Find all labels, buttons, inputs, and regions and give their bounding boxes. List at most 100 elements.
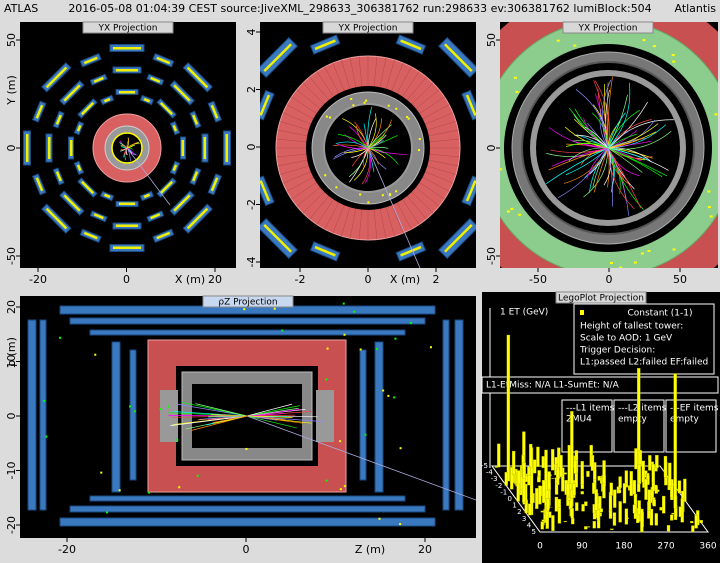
track — [367, 118, 377, 149]
x-tick-label: 0 — [365, 273, 372, 286]
y-tick-label: 50 — [485, 33, 498, 47]
track — [588, 147, 609, 193]
muon-chamber-inner — [70, 140, 73, 156]
cell-line — [296, 89, 321, 109]
eta-tick-label: -3 — [491, 475, 498, 483]
cell-line — [419, 96, 445, 114]
lego-tower — [618, 476, 622, 488]
track — [607, 147, 643, 173]
hit — [672, 60, 676, 63]
lego-tower — [563, 520, 568, 523]
track — [336, 143, 369, 149]
phi-tick-label: 360 — [699, 542, 716, 552]
hit — [273, 307, 276, 310]
muon-chamber-inner — [83, 56, 98, 65]
lego-tower — [541, 519, 546, 522]
lego-tower — [609, 482, 613, 496]
track — [246, 415, 324, 423]
lego-tower — [540, 521, 544, 530]
muon-chamber-inner — [263, 224, 292, 253]
muon-chamber-inner — [35, 177, 44, 192]
lego-tower — [580, 461, 584, 486]
hit — [395, 190, 398, 193]
lego-tower — [649, 508, 654, 526]
lego-tower — [572, 483, 576, 496]
lego-tower — [608, 509, 613, 519]
cell-line — [429, 138, 460, 143]
cell-line — [279, 165, 309, 175]
lego-tower — [613, 489, 617, 508]
panel-tab — [202, 295, 294, 308]
hit — [359, 348, 362, 351]
muon-chamber-inner — [150, 76, 161, 83]
lego-tower — [522, 462, 526, 479]
track — [246, 405, 300, 417]
hit — [642, 39, 646, 42]
track — [126, 144, 136, 149]
muon-chamber-inner — [76, 124, 82, 132]
hit — [106, 511, 109, 514]
cell-line — [324, 66, 339, 94]
track — [607, 147, 642, 209]
track — [545, 147, 609, 185]
hit — [409, 322, 412, 325]
lego-tower — [655, 455, 659, 469]
eta-tick-label: -4 — [486, 469, 494, 477]
muon-chamber-inner — [26, 134, 29, 162]
muon-chamber-inner — [263, 43, 292, 72]
cell-line — [379, 57, 387, 88]
hit — [714, 113, 718, 116]
lego-tower — [586, 470, 590, 477]
cell-line — [379, 208, 387, 239]
y-tick-label: 0 — [5, 145, 18, 152]
hit — [387, 394, 390, 397]
x-tick-label: 20 — [418, 543, 432, 556]
hit — [515, 91, 519, 94]
lego-tower — [659, 507, 663, 511]
detector-element — [160, 390, 178, 442]
track — [126, 139, 130, 149]
panel-title: ρZ Projection — [218, 298, 277, 308]
hit — [382, 389, 385, 392]
trigger-header: ---EF items — [670, 404, 719, 414]
trigger-box — [665, 399, 717, 453]
track — [557, 147, 609, 199]
y-tick-label: -50 — [5, 247, 18, 265]
x-axis-label: Z (m) — [355, 543, 385, 556]
panel-tab — [562, 21, 654, 34]
lego-tower — [529, 443, 533, 468]
lego-tower — [610, 528, 614, 531]
cell-line — [385, 207, 395, 237]
muon-chamber-inner — [143, 193, 151, 199]
lego-tower — [637, 500, 641, 515]
detector-view — [500, 22, 718, 268]
hit — [243, 308, 246, 311]
hit — [506, 210, 510, 213]
lego-tower — [647, 489, 652, 512]
track — [246, 403, 293, 417]
muon-chamber-inner — [314, 245, 336, 257]
hit — [513, 76, 517, 79]
muon-chamber-inner — [186, 66, 209, 89]
muon-chamber-inner — [63, 84, 81, 102]
lego-tower — [644, 479, 648, 500]
legend-line: Trigger Decision: — [579, 346, 655, 356]
lego-tower — [598, 496, 602, 511]
muon-chamber-inner — [210, 104, 219, 119]
muon-chamber-inner — [143, 97, 151, 103]
hit — [573, 44, 577, 47]
cell-line — [391, 205, 404, 234]
hit — [381, 194, 384, 197]
phi-tick-label: 270 — [657, 542, 674, 552]
hit — [633, 261, 637, 264]
hit — [352, 104, 355, 107]
track — [593, 147, 609, 193]
lego-tower — [641, 460, 645, 483]
muon-chamber-inner — [172, 164, 178, 172]
muon-chamber-inner — [203, 137, 206, 159]
lego-tower — [629, 471, 633, 496]
cell-line — [277, 129, 308, 137]
lego-tower — [637, 368, 641, 492]
cell-line — [309, 76, 329, 101]
lego-tower — [677, 480, 682, 494]
